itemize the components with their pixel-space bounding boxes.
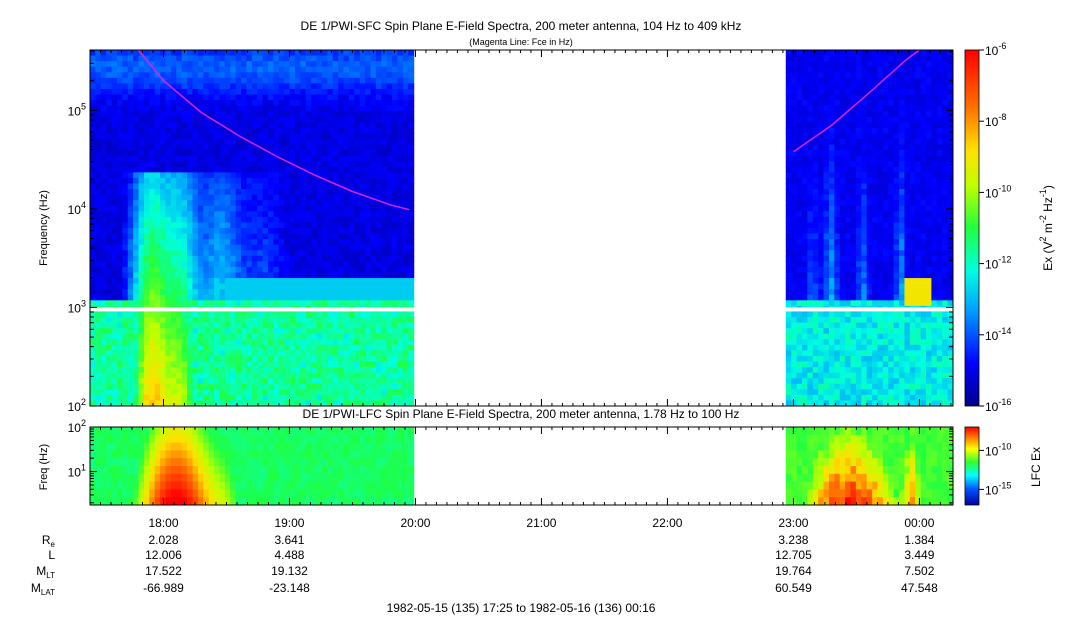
colorbar-tick-label: 10-15 bbox=[985, 480, 1011, 497]
bottom-y-tick-label: 101 bbox=[68, 463, 86, 480]
ephemeris-value: 3.238 bbox=[778, 533, 808, 547]
bottom-y-axis-label: Freq (Hz) bbox=[38, 444, 50, 490]
top-y-tick-label: 104 bbox=[68, 200, 86, 217]
bottom-panel: 101 102 Freq (Hz) bbox=[38, 418, 954, 506]
ephemeris-value: 3.449 bbox=[904, 548, 934, 562]
bottom-panel-frame bbox=[89, 426, 954, 506]
bottom-colorbar: 10-10 10-15 LFC Ex bbox=[964, 426, 1043, 506]
fce-line bbox=[137, 50, 920, 211]
colorbar-tick-label: 10-12 bbox=[985, 255, 1011, 272]
ephemeris-value: 3.641 bbox=[274, 533, 304, 547]
top-panel-subtitle: (Magenta Line: Fce in Hz) bbox=[469, 37, 573, 47]
top-y-tick-label: 102 bbox=[68, 397, 86, 414]
bottom-colorbar-label: LFC Ex bbox=[1029, 447, 1043, 487]
ephemeris-value: 7.502 bbox=[904, 564, 934, 578]
time-range-footer: 1982-05-15 (135) 17:25 to 1982-05-16 (13… bbox=[387, 601, 656, 615]
time-tick-label: 21:00 bbox=[526, 516, 556, 530]
ephemeris-row-label: Re bbox=[42, 533, 56, 549]
time-tick-label: 22:00 bbox=[652, 516, 682, 530]
bottom-spectrogram bbox=[90, 427, 953, 505]
top-y-axis-label: Frequency (Hz) bbox=[38, 190, 50, 266]
colorbar-tick-label: 10-8 bbox=[985, 112, 1006, 129]
top-colorbar-ticks: 10-6 10-8 10-10 10-12 10-14 10-16 bbox=[979, 41, 1011, 414]
top-x-ticks bbox=[99, 50, 952, 406]
ephemeris-value: 19.764 bbox=[775, 564, 812, 578]
top-spectrogram bbox=[90, 50, 953, 406]
bottom-x-ticks bbox=[99, 427, 952, 505]
ephemeris-value: 60.549 bbox=[775, 581, 812, 595]
ephemeris-table: Re 2.028 3.641 3.238 1.384 L 12.006 4.488 12.705… bbox=[31, 533, 938, 597]
ephemeris-value: 2.028 bbox=[148, 533, 178, 547]
colorbar-tick-label: 10-6 bbox=[985, 41, 1006, 58]
bottom-y-tick-label: 102 bbox=[68, 418, 86, 435]
time-axis-labels: 18:00 19:00 20:00 21:00 22:00 23:00 00:00 bbox=[148, 516, 934, 530]
ephemeris-value: 4.488 bbox=[274, 548, 304, 562]
colorbar-tick-label: 10-14 bbox=[985, 326, 1011, 343]
top-y-tick-label: 103 bbox=[68, 298, 86, 315]
ephemeris-row-label: MLT bbox=[36, 564, 55, 580]
bottom-colorbar-ticks: 10-10 10-15 bbox=[979, 441, 1011, 497]
time-tick-label: 20:00 bbox=[400, 516, 430, 530]
colorbar-tick-label: 10-10 bbox=[985, 441, 1011, 458]
ephemeris-value: 12.705 bbox=[775, 548, 812, 562]
bottom-panel-title: DE 1/PWI-LFC Spin Plane E-Field Spectra,… bbox=[303, 407, 740, 421]
top-colorbar-label: Ex (V2 m-2 Hz-1) bbox=[1038, 185, 1055, 271]
ephemeris-value: 19.132 bbox=[271, 564, 308, 578]
ephemeris-value: 17.522 bbox=[145, 564, 182, 578]
ephemeris-value: -66.989 bbox=[143, 581, 184, 595]
ephemeris-row-label: MLAT bbox=[31, 581, 55, 597]
bottom-y-axis: 101 102 bbox=[68, 418, 953, 504]
colorbar-tick-label: 10-16 bbox=[985, 397, 1011, 414]
top-panel: 102 103 104 105 Frequency (Hz) bbox=[38, 49, 954, 414]
colorbar-tick-label: 10-10 bbox=[985, 183, 1011, 200]
time-tick-label: 19:00 bbox=[274, 516, 304, 530]
ephemeris-value: -23.148 bbox=[269, 581, 310, 595]
top-panel-title: DE 1/PWI-SFC Spin Plane E-Field Spectra,… bbox=[301, 19, 742, 33]
top-colorbar: 10-6 10-8 10-10 10-12 10-14 10-16 Ex (V2 m-2 … bbox=[964, 41, 1055, 414]
time-tick-label: 18:00 bbox=[148, 516, 178, 530]
top-panel-frame bbox=[89, 49, 954, 407]
ephemeris-value: 47.548 bbox=[901, 581, 938, 595]
top-y-axis: 102 103 104 105 bbox=[68, 50, 953, 414]
time-tick-label: 00:00 bbox=[904, 516, 934, 530]
ephemeris-value: 12.006 bbox=[145, 548, 182, 562]
bottom-colorbar-gradient bbox=[964, 426, 980, 506]
ephemeris-value: 1.384 bbox=[904, 533, 934, 547]
time-tick-label: 23:00 bbox=[778, 516, 808, 530]
top-y-tick-label: 105 bbox=[68, 101, 86, 118]
top-colorbar-gradient bbox=[964, 49, 980, 407]
ephemeris-row-label: L bbox=[48, 548, 55, 562]
